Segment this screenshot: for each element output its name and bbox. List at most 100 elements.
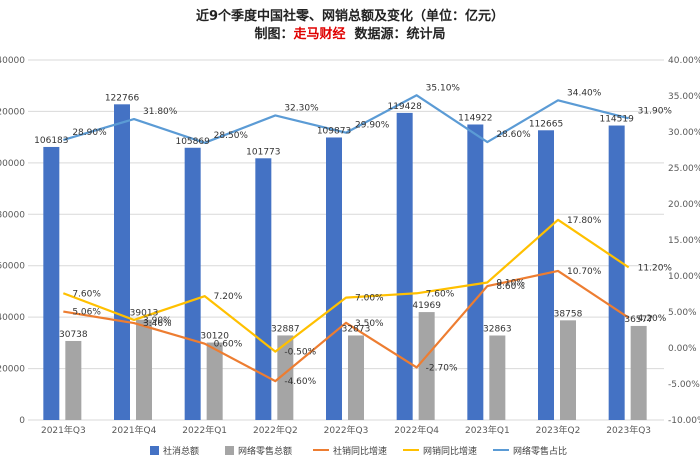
bar (114, 104, 130, 420)
axes: 0 20000 40000 60000 80000 100000 120000 140000 -… (0, 56, 700, 436)
series-line (63, 269, 630, 383)
bar (184, 147, 201, 420)
x-tick-label: 2022年Q4 (394, 424, 439, 436)
y-left-tick-label: 40000 (0, 313, 25, 323)
legend-label: 社消总额 (163, 445, 199, 457)
x-tick-label: 2023年Q1 (465, 424, 510, 436)
bar (326, 137, 342, 420)
x-tick-label: 2021年Q4 (112, 424, 157, 436)
y-right-tick-label: 25.00% (668, 164, 700, 174)
bar-data-label: 30738 (59, 330, 88, 340)
y-left-tick-label: 80000 (0, 210, 25, 220)
bar (348, 335, 364, 420)
y-right-tick-label: 30.00% (668, 128, 700, 138)
line-data-label: 5.06% (72, 308, 101, 318)
line-data-label: 10.70% (567, 267, 602, 277)
subtitle-brand: 走马财经 (293, 26, 345, 42)
y-right-tick-label: 15.00% (668, 236, 700, 246)
y-right-tick-label: 10.00% (668, 272, 700, 282)
y-left-tick-label: 140000 (0, 56, 25, 66)
line-data-label: 35.10% (426, 83, 461, 93)
bar (206, 342, 223, 420)
bar-data-label: 105869 (175, 137, 210, 147)
series-line (63, 94, 629, 144)
line-data-label: 11.20% (638, 263, 673, 273)
bar (560, 320, 576, 420)
bars (43, 104, 647, 421)
bar (467, 124, 484, 421)
bar (277, 335, 294, 420)
line-data-label: 0.60% (214, 340, 243, 350)
bar-data-label: 38758 (554, 309, 583, 319)
y-left-tick-label: 100000 (0, 159, 25, 169)
bar-data-label: 119428 (387, 102, 422, 112)
line-data-label: -2.70% (426, 363, 458, 373)
y-right-tick-label: 0.00% (668, 344, 697, 354)
line-data-label: 29.90% (355, 121, 390, 131)
line-data-label: 7.60% (426, 289, 455, 299)
line-data-label: 3.90% (143, 316, 172, 326)
line-data-label: 28.90% (72, 128, 107, 138)
x-tick-label: 2023年Q2 (536, 424, 581, 436)
chart-subtitle: 制图：走马财经 数据源：统计局 (254, 26, 445, 42)
line-data-label: 7.20% (214, 292, 243, 302)
y-right-tick-label: -10.00% (668, 416, 700, 426)
x-tick-label: 2022年Q1 (182, 424, 227, 436)
line-data-label: -0.50% (284, 348, 316, 358)
legend: 社消总额 网络零售总额 社销同比增速 网销同比增速 网络零售占比 (150, 445, 567, 457)
line-data-label: -4.60% (284, 377, 316, 387)
line-data-label: 17.80% (567, 216, 602, 226)
y-right-tick-label: 20.00% (668, 200, 700, 210)
bar (608, 125, 625, 420)
bar (65, 340, 82, 420)
chart-title: 近9个季度中国社零、网销总额及变化（单位：亿元） (196, 8, 504, 24)
bar-data-label: 101773 (246, 147, 280, 157)
series-line (62, 218, 630, 353)
line-data-label: 9.10% (496, 278, 525, 288)
line-data-label: 28.50% (214, 131, 249, 141)
legend-label: 网销同比增速 (423, 445, 477, 457)
lines (62, 94, 630, 383)
line-data-label: 31.80% (143, 107, 178, 117)
bar-data-label: 114519 (599, 115, 634, 125)
line-data-label: 8.60% (496, 282, 525, 292)
bar-data-label: 114922 (458, 113, 492, 123)
line-data-label: 31.90% (638, 106, 673, 116)
bar-data-label: 32887 (271, 324, 300, 334)
x-tick-label: 2022年Q3 (324, 424, 369, 436)
bar-data-label: 106183 (34, 136, 68, 146)
bar-data-label: 30120 (200, 332, 229, 342)
data-labels: 106183 122766 105869 101773 109873 119428 1149… (34, 83, 672, 387)
y-right-tick-label: 5.00% (668, 308, 697, 318)
legend-swatch (225, 446, 234, 455)
legend-swatch (150, 446, 159, 455)
y-left-tick-label: 60000 (0, 262, 25, 272)
y-right-tick-label: -5.00% (668, 380, 700, 390)
y-right-tick-label: 35.00% (668, 92, 700, 102)
bar-data-label: 36577 (624, 315, 653, 325)
legend-label: 社销同比增速 (333, 445, 387, 457)
line-data-label: 3.46% (143, 319, 172, 329)
bar-data-label: 112665 (529, 119, 563, 129)
subtitle-suffix: 数据源：统计局 (345, 26, 445, 42)
bar (43, 146, 60, 420)
y-left-tick-label: 0 (19, 416, 25, 426)
line-data-label: 32.30% (284, 103, 319, 113)
line-data-label: 4.20% (638, 314, 667, 324)
subtitle-prefix: 制图： (254, 26, 293, 42)
bar-data-label: 32873 (342, 324, 371, 334)
bar (136, 319, 152, 420)
bar-data-label: 39013 (130, 309, 159, 319)
line-data-label: 7.60% (72, 289, 101, 299)
line-data-label: 34.40% (567, 88, 602, 98)
y-left-tick-label: 120000 (0, 107, 25, 117)
bar-data-label: 109873 (317, 126, 351, 136)
legend-label: 网络零售占比 (513, 445, 567, 457)
line-data-label: 7.00% (355, 294, 384, 304)
y-right-tick-label: 40.00% (668, 56, 700, 66)
y-left-tick-label: 20000 (0, 365, 25, 375)
x-tick-label: 2023年Q3 (606, 424, 651, 436)
bar-data-label: 122766 (105, 93, 140, 103)
bar (489, 335, 506, 420)
